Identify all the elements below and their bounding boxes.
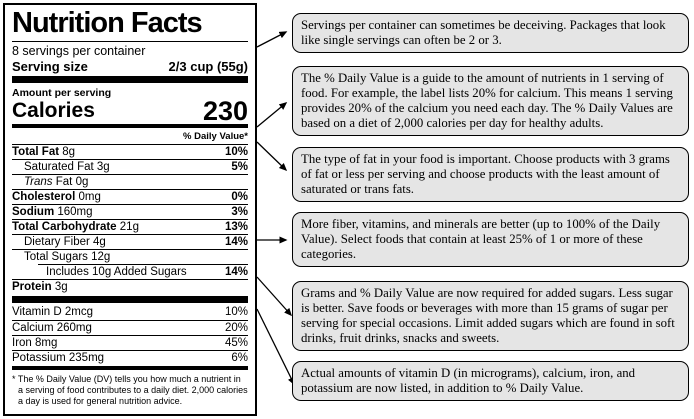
vitamin-row-vitamin-d: Vitamin D 2mcg 10% bbox=[12, 306, 248, 318]
thick-divider bbox=[12, 296, 248, 303]
callout-fiber: More fiber, vitamins, and minerals are b… bbox=[292, 212, 689, 267]
label-title: Nutrition Facts bbox=[12, 7, 248, 42]
nutrient-row-total-carbohydrate: Total Carbohydrate 21g 13% bbox=[12, 219, 248, 233]
serving-size-row: Serving size 2/3 cup (55g) bbox=[12, 59, 248, 74]
vitamin-row-calcium: Calcium 260mg 20% bbox=[12, 320, 248, 334]
nutrient-row-trans-fat: Trans Fat 0g bbox=[12, 174, 248, 189]
amount-per-serving: Amount per serving bbox=[12, 87, 112, 99]
nutrient-row-cholesterol: Cholesterol 0mg 0% bbox=[12, 189, 248, 203]
nutrient-row-total-sugars: Total Sugars 12g bbox=[12, 249, 248, 264]
nutrient-row-added-sugars: Includes 10g Added Sugars 14% bbox=[38, 264, 248, 279]
servings-per-container: 8 servings per container bbox=[12, 44, 146, 58]
calories-row: Calories 230 bbox=[12, 96, 248, 126]
medium-divider bbox=[12, 124, 248, 128]
callout-added-sugars: Grams and % Daily Value are now required… bbox=[292, 281, 689, 351]
vitamin-row-potassium: Potassium 235mg 6% bbox=[12, 350, 248, 364]
vitamin-row-iron: Iron 8mg 45% bbox=[12, 335, 248, 349]
callout-fats: The type of fat in your food is importan… bbox=[292, 147, 689, 202]
arrow-daily-value-to-callout-2 bbox=[256, 102, 288, 128]
callout-vitamins: Actual amounts of vitamin D (in microgra… bbox=[292, 361, 689, 401]
nutrient-row-protein: Protein 3g bbox=[12, 279, 248, 294]
arrow-vitamin-d-to-callout-6 bbox=[256, 308, 295, 386]
nutrient-row-dietary-fiber: Dietary Fiber 4g 14% bbox=[12, 234, 248, 249]
serving-size-value: 2/3 cup (55g) bbox=[168, 59, 248, 74]
nutrition-facts-label: Nutrition Facts 8 servings per container… bbox=[3, 3, 257, 416]
serving-size-label: Serving size bbox=[12, 59, 88, 74]
calories-label: Calories bbox=[12, 99, 95, 122]
calories-value: 230 bbox=[202, 96, 248, 126]
daily-value-header: % Daily Value* bbox=[183, 131, 248, 142]
callout-daily-value: The % Daily Value is a guide to the amou… bbox=[292, 66, 689, 136]
footnote: * The % Daily Value (DV) tells you how m… bbox=[12, 374, 248, 406]
arrow-added-sugars-to-callout-5 bbox=[256, 276, 293, 317]
nutrient-row-total-fat: Total Fat 8g 10% bbox=[12, 144, 248, 158]
thick-divider bbox=[12, 76, 248, 83]
nutrient-row-sodium: Sodium 160mg 3% bbox=[12, 204, 248, 218]
callout-servings: Servings per container can sometimes be … bbox=[292, 13, 689, 53]
medium-divider bbox=[12, 366, 248, 370]
arrow-serving-size-to-callout-1 bbox=[256, 31, 288, 48]
arrow-total-fat-to-callout-3 bbox=[256, 141, 288, 172]
nutrient-row-saturated-fat: Saturated Fat 3g 5% bbox=[12, 159, 248, 174]
